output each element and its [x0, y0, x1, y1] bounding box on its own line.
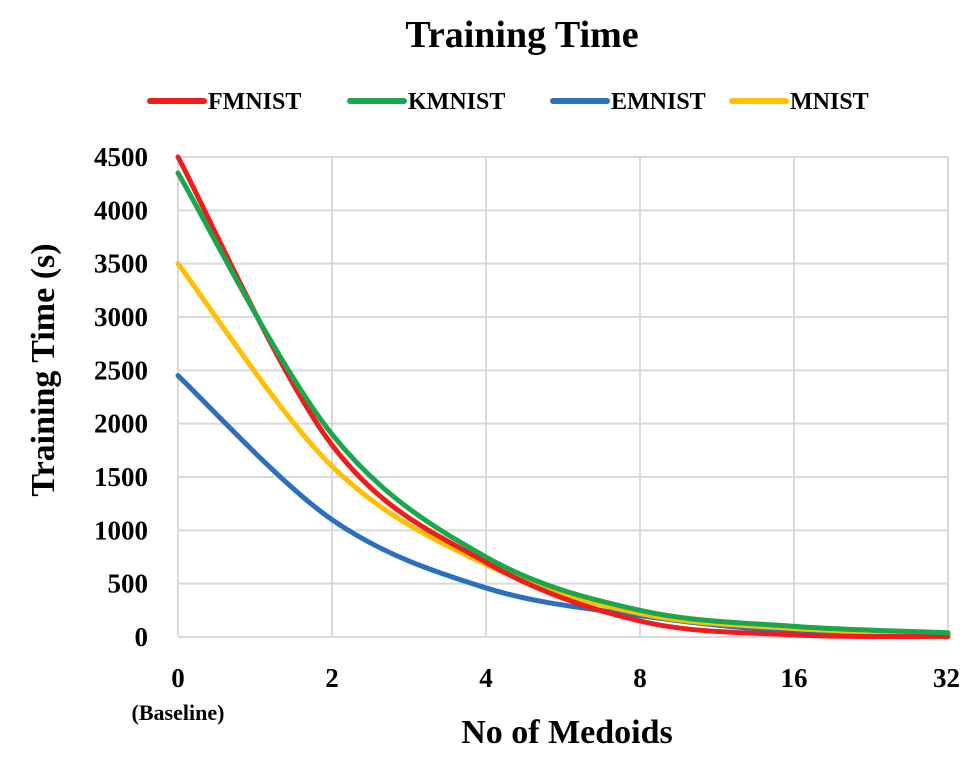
x-tick-label: 16 — [781, 663, 808, 693]
x-tick-label: 32 — [933, 663, 960, 693]
x-tick-label: 2 — [325, 663, 339, 693]
series-line-emnist — [175, 373, 951, 638]
grid — [177, 156, 949, 638]
x-axis-ticks: 0 (Baseline) 2 4 8 16 32 — [132, 663, 960, 725]
y-tick-label: 4500 — [94, 142, 148, 172]
y-tick-label: 0 — [135, 622, 149, 652]
chart-title: Training Time — [405, 14, 638, 56]
y-tick-label: 3000 — [94, 302, 148, 332]
y-axis-ticks: 0 500 1000 1500 2000 2500 3000 3500 4000 4500 — [94, 142, 148, 652]
x-tick-label: 0 — [171, 663, 185, 693]
y-tick-label: 2000 — [94, 409, 148, 439]
legend-label-mnist: MNIST — [790, 89, 869, 115]
x-tick-label: 8 — [633, 663, 647, 693]
y-tick-label: 3500 — [94, 249, 148, 279]
x-axis-label: No of Medoids — [461, 714, 673, 751]
series-line-kmnist — [175, 170, 951, 636]
y-tick-label: 2500 — [94, 355, 148, 385]
y-tick-label: 4000 — [94, 195, 148, 225]
series-lines — [175, 154, 951, 640]
series-line-fmnist — [175, 154, 951, 640]
y-tick-label: 1000 — [94, 515, 148, 545]
y-tick-label: 1500 — [94, 462, 148, 492]
legend-label-emnist: EMNIST — [611, 89, 706, 115]
y-tick-label: 500 — [108, 569, 149, 599]
y-axis-label: Training Time (s) — [25, 243, 62, 496]
x-tick-sublabel: (Baseline) — [132, 700, 225, 725]
legend: FMNIST KMNIST EMNIST MNIST — [147, 89, 869, 115]
series-line-mnist — [175, 261, 951, 637]
x-tick-label: 4 — [479, 663, 493, 693]
legend-label-fmnist: FMNIST — [208, 89, 301, 115]
legend-label-kmnist: KMNIST — [408, 89, 505, 115]
